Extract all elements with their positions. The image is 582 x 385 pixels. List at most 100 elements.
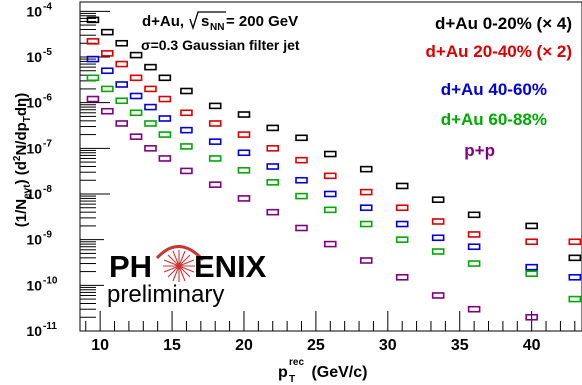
y-axis-title: (1/Nevt) (d2N/dpTdη) [12,93,33,227]
logo-starburst-icon [155,245,205,282]
logo-text-left: PH [109,249,152,284]
data-point [129,74,143,82]
sqrt-s-subscript: NN [210,22,224,33]
y-tick-label-exponent: -4 [43,1,52,12]
data-point [467,211,481,219]
logo-backdrop [104,228,274,308]
data-point [568,273,582,281]
data-point [431,234,445,242]
data-point [101,50,114,57]
data-point [86,95,100,103]
y-tick-label-exponent: -11 [43,321,57,332]
data-point [208,155,222,162]
x-axis-title-main: p [278,364,288,381]
data-point [467,231,481,238]
data-point [115,60,129,68]
y-tick-label: 10 [26,277,42,293]
x-tick-label: 35 [451,337,469,354]
data-point [115,81,129,88]
series-2-points [86,55,582,281]
data-point [86,74,100,82]
sqrt-s-symbol: s [201,13,209,30]
energy-annotation: = 200 GeV [226,13,298,30]
y-tick-label-exponent: -9 [43,230,52,241]
data-point [525,263,538,271]
data-point [568,238,582,246]
data-point [180,167,193,175]
data-point [129,51,143,59]
data-point [266,208,280,216]
data-point [323,206,337,214]
data-point [237,111,251,118]
legend: d+Au 0-20% (× 4) d+Au 20-40% (× 2) d+Au … [426,14,572,160]
data-point [86,38,100,45]
data-point [101,107,114,115]
x-axis-title-sub: T [289,374,295,385]
legend-0-20: d+Au 0-20% (× 4) [435,14,572,33]
y-tick-label-exponent: -10 [43,275,58,286]
data-point [266,163,280,170]
data-point [568,295,582,303]
data-point [395,220,409,228]
data-point [525,270,538,277]
data-point [295,192,308,200]
data-point [266,145,280,152]
data-point [144,103,157,111]
data-point [144,145,157,152]
legend-pp: p+p [464,141,495,160]
data-point [295,156,308,164]
series-0-points [86,16,582,262]
data-point [467,243,481,251]
data-point [115,120,129,127]
data-point [395,273,409,281]
data-point [525,222,538,230]
data-point [266,124,280,132]
series-3-points [86,74,582,303]
y-tick-label: 10 [26,49,42,65]
data-point [86,55,100,63]
data-point [323,172,337,180]
y-tick-label: 10 [26,323,42,339]
data-point [180,109,193,117]
legend-20-40: d+Au 20-40% (× 2) [426,42,572,61]
data-point [101,67,114,75]
sqrt-sign [189,11,226,31]
data-point [525,313,538,321]
data-point [467,305,481,313]
data-point [180,126,193,134]
filter-annotation: σ=0.3 Gaussian filter jet [141,37,300,53]
x-tick-label: 10 [91,337,109,354]
series-1-points [86,38,582,246]
system-annotation: d+Au, [142,13,184,30]
data-point [295,134,308,142]
data-point [525,238,538,246]
data-point [568,254,582,262]
data-point [359,220,373,228]
y-tick-label-exponent: -6 [43,93,52,104]
data-point [180,143,193,150]
y-tick-label: 10 [26,140,42,156]
x-tick-label: 30 [379,337,397,354]
logo-subtitle: preliminary [107,281,224,308]
x-tick-labels: 10 15 20 25 30 35 40 [91,337,540,354]
y-tick-label: 10 [26,186,42,202]
data-point [323,240,337,248]
y-tick-label: 10 [26,232,42,248]
x-tick-label: 25 [307,337,325,354]
y-axis-title-text: (1/Nevt) (d2N/dpTdη) [12,93,33,227]
data-point [101,85,114,93]
data-point [208,102,222,110]
data-point [180,87,193,95]
data-point [295,224,308,232]
legend-60-88: d+Au 60-88% [441,110,547,129]
data-point [431,218,445,225]
data-point [158,131,172,138]
data-point [395,204,409,212]
x-tick-label: 20 [235,337,253,354]
data-point [323,150,337,158]
data-point [158,74,172,82]
data-point [237,131,251,138]
x-tick-label: 15 [163,337,181,354]
x-axis-title: p rec T (GeV/c) [278,357,367,385]
data-point [237,167,251,174]
